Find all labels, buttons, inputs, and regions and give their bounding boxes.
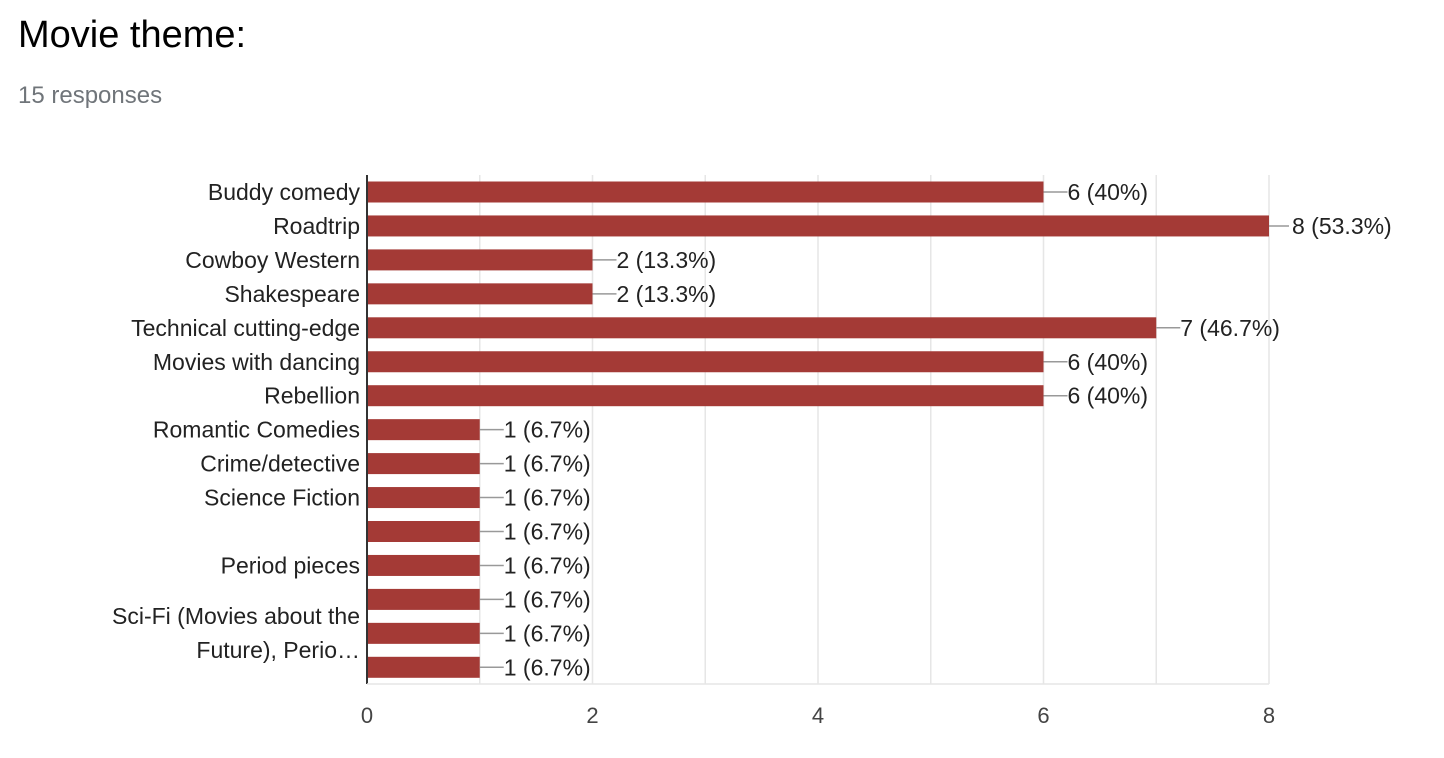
category-label: Science Fiction [204, 485, 360, 511]
x-tick-label: 8 [1263, 703, 1275, 728]
data-label: 8 (53.3%) [1292, 213, 1392, 239]
response-count: 15 responses [18, 82, 163, 109]
category-label: Cowboy Western [185, 247, 360, 273]
data-labels: 6 (40%) 8 (53.3%) 2 (13.3%) 2 (13.3%) 7 (46.… [479, 179, 1392, 680]
data-label: 1 (6.7%) [504, 519, 591, 545]
x-tick-label: 0 [361, 703, 373, 728]
data-label: 6 (40%) [1068, 349, 1149, 375]
data-label: 1 (6.7%) [504, 552, 591, 578]
category-label: Buddy comedy [208, 179, 361, 205]
bar [367, 351, 1044, 373]
bar [367, 249, 593, 271]
category-label-multiline: Sci-Fi (Movies about the [112, 603, 360, 629]
data-label: 1 (6.7%) [504, 654, 591, 680]
data-label: 2 (13.3%) [617, 247, 717, 273]
bar [367, 181, 1044, 203]
bar [367, 419, 480, 441]
category-label: Technical cutting-edge [131, 315, 360, 341]
x-tick-label: 4 [812, 703, 824, 728]
x-tick-label: 2 [586, 703, 598, 728]
data-label: 1 (6.7%) [504, 451, 591, 477]
bars [367, 181, 1269, 678]
category-label: Rebellion [264, 383, 360, 409]
category-label: Period pieces [221, 552, 360, 578]
bar [367, 453, 480, 475]
page-title: Movie theme: [18, 14, 247, 56]
data-label: 7 (46.7%) [1180, 315, 1280, 341]
data-label: 1 (6.7%) [504, 586, 591, 612]
data-label: 1 (6.7%) [504, 417, 591, 443]
category-label: Crime/detective [200, 451, 360, 477]
data-label: 1 (6.7%) [504, 485, 591, 511]
data-label: 2 (13.3%) [617, 281, 717, 307]
data-label: 1 (6.7%) [504, 620, 591, 646]
bar [367, 656, 480, 678]
category-label: Shakespeare [224, 281, 360, 307]
data-label: 6 (40%) [1068, 179, 1149, 205]
data-label: 6 (40%) [1068, 383, 1149, 409]
gridlines [479, 175, 1270, 684]
bar [367, 215, 1269, 237]
category-labels: Buddy comedy Roadtrip Cowboy Western Shakes… [112, 179, 360, 663]
bar [367, 622, 480, 644]
category-label: Romantic Comedies [153, 417, 360, 443]
category-label-multiline: Future), Perio… [196, 637, 360, 663]
x-tick-label: 6 [1037, 703, 1049, 728]
category-label: Movies with dancing [153, 349, 360, 375]
bar [367, 588, 480, 610]
category-label: Roadtrip [273, 213, 360, 239]
bar [367, 521, 480, 542]
bar [367, 385, 1044, 407]
axes: 0 2 4 6 8 [361, 175, 1275, 728]
bar [367, 317, 1157, 339]
bar [367, 283, 593, 305]
bar [367, 554, 480, 576]
bar [367, 487, 480, 509]
